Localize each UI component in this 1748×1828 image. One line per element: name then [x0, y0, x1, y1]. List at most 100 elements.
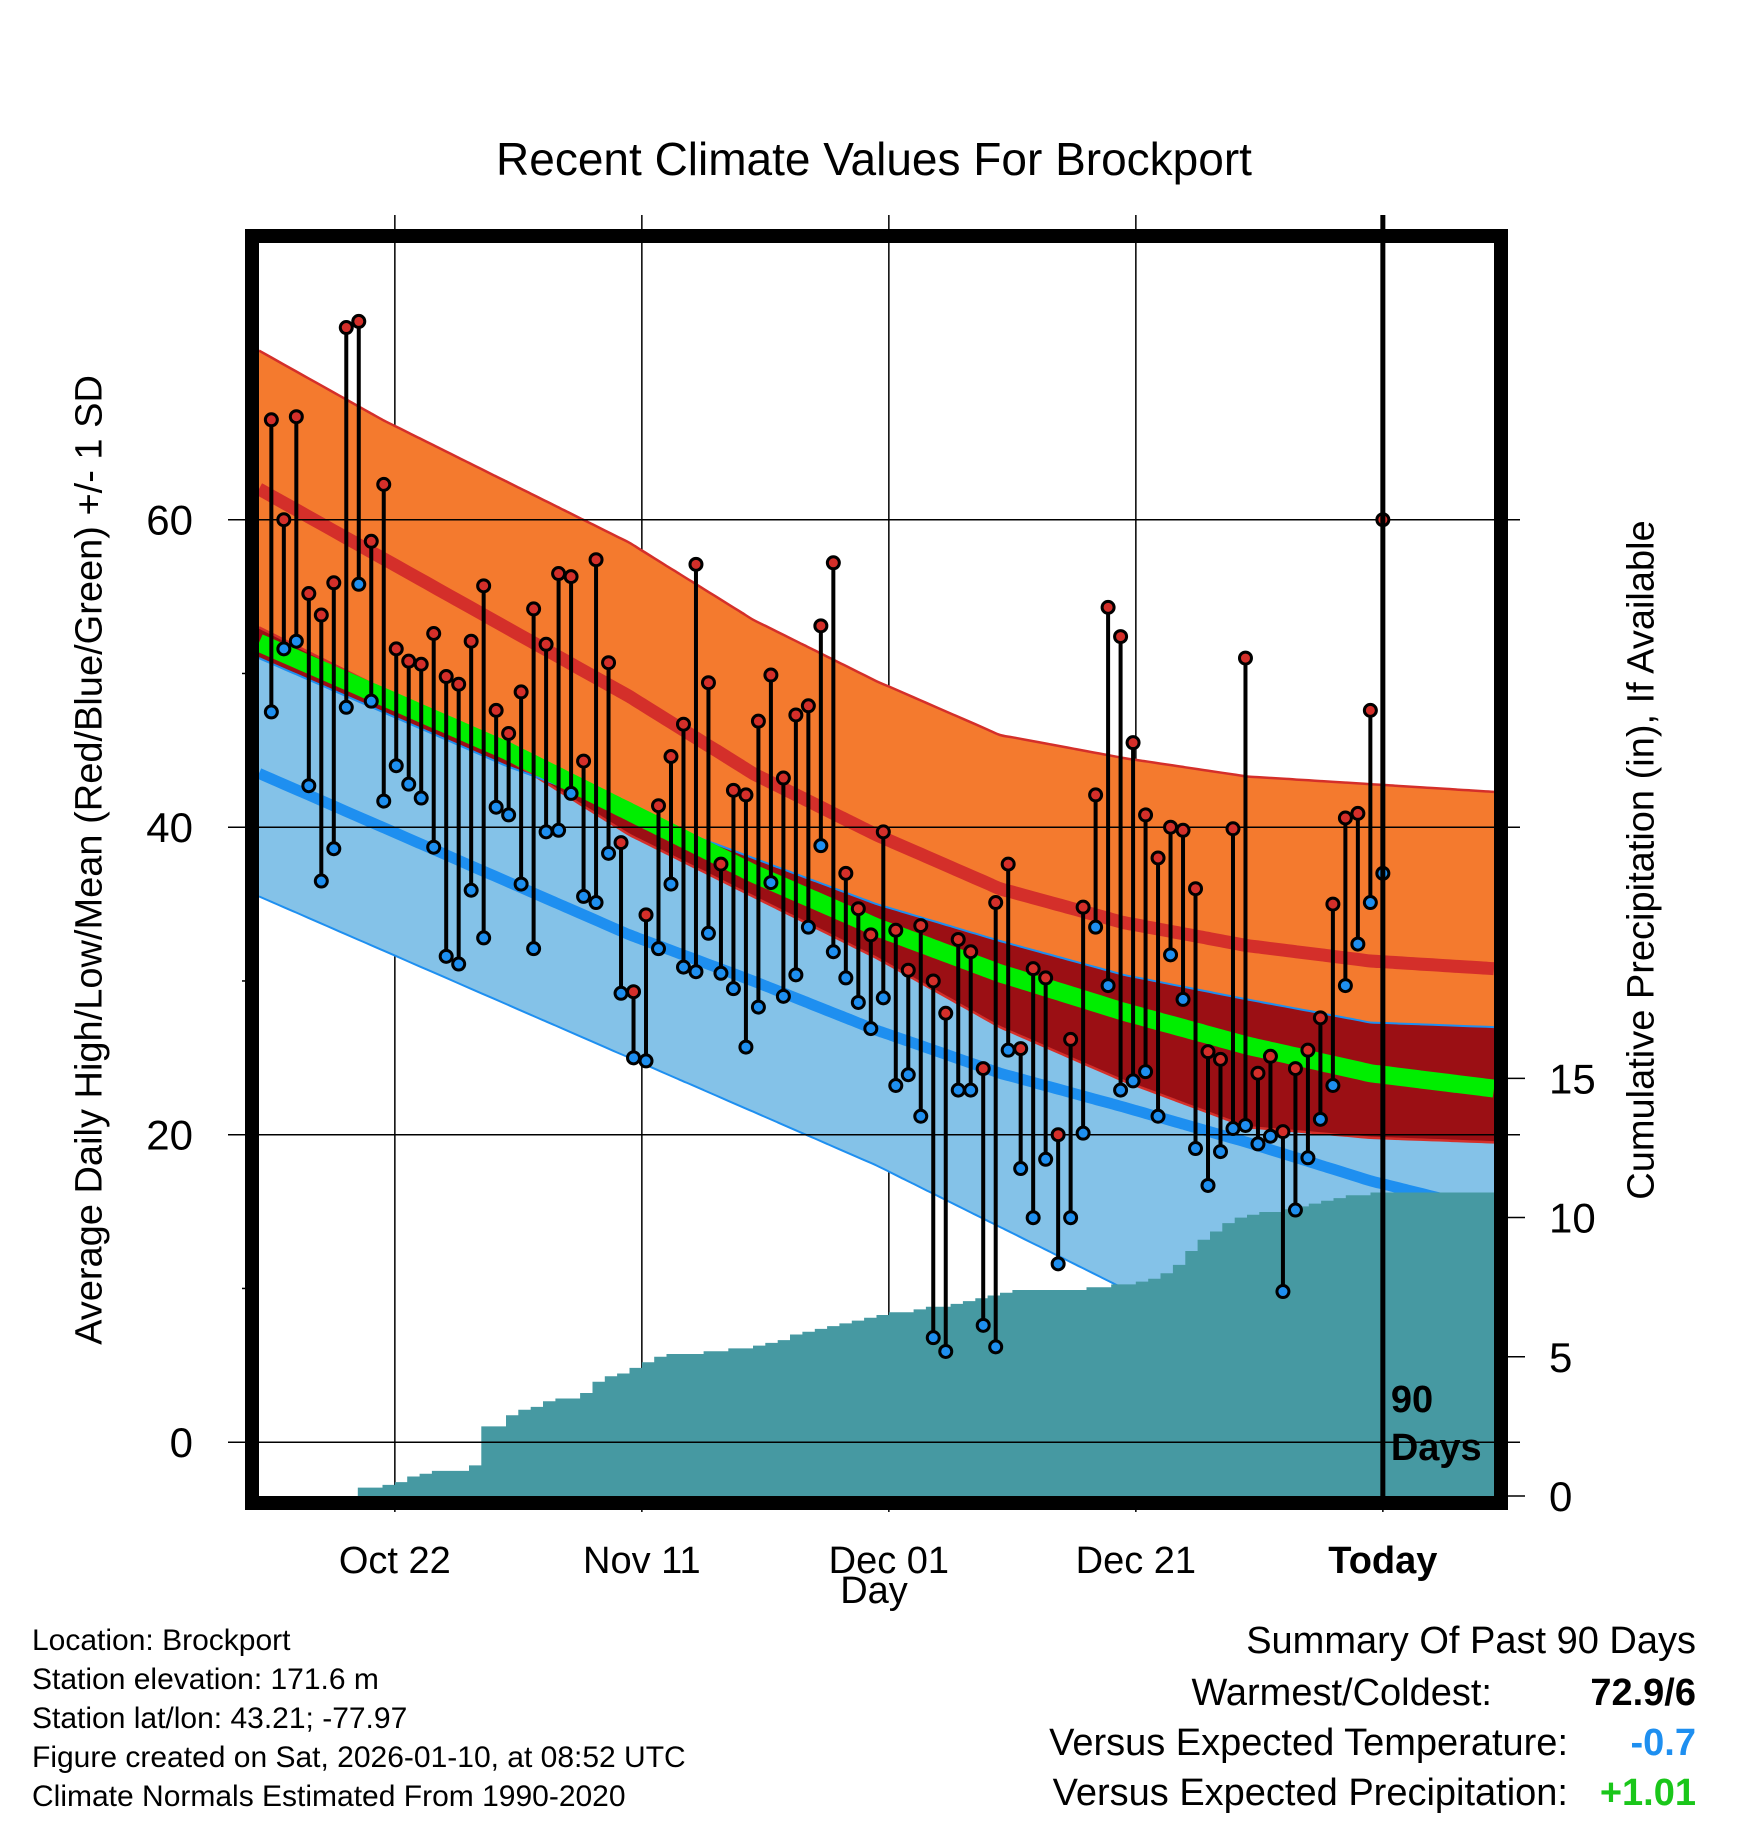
- x-tick-label: Dec 21: [1076, 1540, 1196, 1582]
- high-temp-point: [1175, 822, 1191, 838]
- low-temp-point: [1337, 978, 1353, 994]
- overlap-band: [259, 627, 1494, 1143]
- y-axis-label: Average Daily High/Low/Mean (Red/Blue/Gr…: [68, 375, 111, 1345]
- low-temp-point: [988, 1339, 1004, 1355]
- low-temp-point: [1188, 1141, 1204, 1157]
- low-temp-point: [501, 807, 517, 823]
- y2-tick-label: 0: [1549, 1473, 1572, 1520]
- low-temp-point: [1325, 1078, 1341, 1094]
- low-temp-point: [1163, 947, 1179, 963]
- low-temp-point: [413, 790, 429, 806]
- high-temp-point: [1337, 810, 1353, 826]
- high-temp-point: [938, 1005, 954, 1021]
- high-temp-point: [1038, 970, 1054, 986]
- high-temp-point: [613, 835, 629, 851]
- low-temp-point: [663, 876, 679, 892]
- low-temp-point: [975, 1317, 991, 1333]
- high-temp-point: [626, 984, 642, 1000]
- high-temp-point: [1300, 1042, 1316, 1058]
- summary-temp-label: Versus Expected Temperature:: [1049, 1722, 1568, 1764]
- low-temp-point: [1088, 919, 1104, 935]
- high-temp-point: [426, 626, 442, 642]
- high-temp-point: [813, 618, 829, 634]
- high-temp-point: [1225, 821, 1241, 837]
- low-temp-point: [1262, 1128, 1278, 1144]
- low-temp-point: [763, 875, 779, 891]
- high-temp-point: [276, 512, 292, 528]
- y-tick-label: 20: [146, 1112, 193, 1159]
- low-temp-point: [925, 1330, 941, 1346]
- high-temp-point: [1212, 1051, 1228, 1067]
- high-temp-point: [501, 725, 517, 741]
- x-tick-label: Dec 01: [829, 1540, 949, 1582]
- observed-temperatures: [263, 313, 1391, 1359]
- low-temp-point: [825, 944, 841, 960]
- low-temp-point: [750, 999, 766, 1015]
- high-temp-point: [975, 1061, 991, 1077]
- low-temp-point: [813, 838, 829, 854]
- summary-temp-value: -0.7: [1630, 1722, 1696, 1764]
- low-temp-point: [1237, 1117, 1253, 1133]
- low-temp-point: [1113, 1082, 1129, 1098]
- low-temp-point: [738, 1039, 754, 1055]
- low-temp-point: [1000, 1042, 1016, 1058]
- plot-frame: [245, 215, 1508, 1510]
- low-temp-point: [313, 873, 329, 889]
- low-temp-point: [700, 925, 716, 941]
- high-temp-point: [1000, 856, 1016, 872]
- high-temp-point: [363, 533, 379, 549]
- high-temp-point: [1075, 899, 1091, 915]
- high-temp-point: [738, 787, 754, 803]
- high-temp-point: [1312, 1010, 1328, 1026]
- high-temp-point: [1063, 1031, 1079, 1047]
- low-temp-point: [1362, 895, 1378, 911]
- low-temp-point: [476, 930, 492, 946]
- high-temp-point: [376, 476, 392, 492]
- low-temp-point: [551, 822, 567, 838]
- low-temp-point: [800, 919, 816, 935]
- high-temp-point: [588, 552, 604, 568]
- high-temp-point: [688, 556, 704, 572]
- low-temp-point: [913, 1108, 929, 1124]
- high-temp-point: [763, 667, 779, 683]
- low-temp-point: [688, 964, 704, 980]
- low-temp-point: [588, 895, 604, 911]
- low-temp-point: [1312, 1111, 1328, 1127]
- high-temp-point: [463, 633, 479, 649]
- low-temp-point: [1175, 991, 1191, 1007]
- high-temp-point: [576, 753, 592, 769]
- high-temp-point: [925, 973, 941, 989]
- low-temp-point: [351, 576, 367, 592]
- low-temp-point: [1138, 1064, 1154, 1080]
- info-latlon: Station lat/lon: 43.21; -77.97: [32, 1702, 408, 1735]
- high-temp-point: [725, 782, 741, 798]
- high-temp-point: [900, 962, 916, 978]
- high-temp-point: [326, 575, 342, 591]
- y2-tick-label: 10: [1549, 1195, 1596, 1242]
- summary-heading: Summary Of Past 90 Days: [1246, 1620, 1696, 1662]
- low-temp-point: [863, 1021, 879, 1037]
- low-temp-point: [513, 876, 529, 892]
- high-temp-point: [1262, 1048, 1278, 1064]
- x-tick-label: Nov 11: [583, 1540, 701, 1582]
- low-temp-point: [401, 776, 417, 792]
- high-temp-point: [838, 865, 854, 881]
- high-temp-point: [963, 944, 979, 960]
- precipitation-area: [345, 1192, 1494, 1496]
- high-temp-point: [413, 656, 429, 672]
- low-temp-point: [950, 1082, 966, 1098]
- high-temp-point: [601, 655, 617, 671]
- precip-area: [345, 1192, 1494, 1496]
- y-tick-label: 0: [170, 1419, 193, 1466]
- chart-title: Recent Climate Values For Brockport: [496, 133, 1252, 185]
- x-tick-label: Today: [1328, 1540, 1437, 1582]
- summary-warm-cold-value: 72.9/6: [1590, 1672, 1696, 1714]
- low-temp-point: [463, 882, 479, 898]
- low-temp-point: [1063, 1210, 1079, 1226]
- low-temp-point: [576, 888, 592, 904]
- low-temp-point: [301, 778, 317, 794]
- low-temp-point: [1300, 1150, 1316, 1166]
- high-temp-point: [1237, 650, 1253, 666]
- high-temp-point: [1050, 1127, 1066, 1143]
